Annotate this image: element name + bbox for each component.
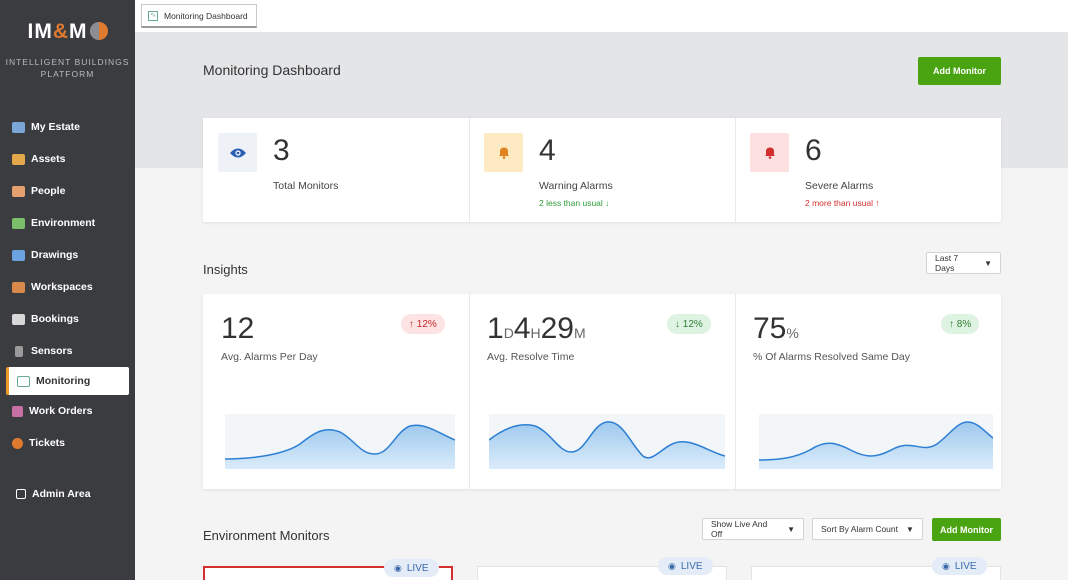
insight-alarms-per-day: 12 Avg. Alarms Per Day ↑ 12% [203,294,469,489]
change-badge: ↑ 8% [941,314,980,334]
monitor-icon: ∿ [148,10,158,21]
people-icon [12,185,25,197]
logo-mark-icon [89,22,108,40]
sidebar-item-people[interactable]: People [0,175,135,207]
sidebar-item-tickets[interactable]: Tickets [0,427,135,459]
sidebar-item-drawings[interactable]: Drawings [0,239,135,271]
divider [469,118,470,222]
sidebar-item-my-estate[interactable]: My Estate [0,111,135,143]
sidebar-item-work-orders[interactable]: Work Orders [0,395,135,427]
stat-severe-alarms: 6 Severe Alarms 2 more than usual ↑ [735,118,1001,222]
insights-card: 12 Avg. Alarms Per Day ↑ 12% 1D4H29M Avg… [203,294,1001,489]
insight-value: 1D4H29M [487,312,586,345]
top-bar: ∿ Monitoring Dashboard [135,0,1068,33]
environment-monitors-title: Environment Monitors [203,528,330,543]
stat-trend: 2 less than usual ↓ [539,198,610,208]
sort-dropdown[interactable]: Sort By Alarm Count ▼ [812,518,923,540]
stat-value: 6 [805,134,822,167]
sensor-icon [15,345,23,357]
sparkline-chart [759,414,993,469]
sidebar-item-bookings[interactable]: Bookings [0,303,135,335]
add-monitor-button[interactable]: Add Monitor [918,57,1001,85]
divider [735,118,736,222]
add-environment-monitor-button[interactable]: Add Monitor [932,518,1001,541]
stat-label: Total Monitors [273,180,339,192]
live-badge: ◉ LIVE [384,559,439,577]
divider [469,294,470,489]
insight-label: % Of Alarms Resolved Same Day [753,351,910,363]
clipboard-icon [12,405,23,417]
eye-icon [218,133,257,172]
caret-down-icon: ▼ [787,524,795,534]
stat-value: 4 [539,134,556,167]
sidebar-item-monitoring[interactable]: Monitoring [6,367,129,395]
sparkline-chart [489,414,725,469]
tab-monitoring-dashboard[interactable]: ∿ Monitoring Dashboard [141,4,257,28]
live-filter-dropdown[interactable]: Show Live And Off ▼ [702,518,804,540]
insight-label: Avg. Resolve Time [487,351,575,363]
bell-icon [750,133,789,172]
insights-title: Insights [203,262,248,277]
monitor-icon [17,375,30,387]
caret-down-icon: ▼ [984,258,992,268]
calendar-icon [12,313,25,325]
sidebar-item-assets[interactable]: Assets [0,143,135,175]
box-icon [12,153,25,165]
stat-label: Warning Alarms [539,180,613,192]
insight-label: Avg. Alarms Per Day [221,351,318,363]
insight-value: 12 [221,312,255,345]
tagline: INTELLIGENT BUILDINGS PLATFORM [5,57,130,79]
insight-value: 75% [753,312,799,345]
insight-resolved-same-day: 75% % Of Alarms Resolved Same Day ↑ 8% [735,294,1001,489]
stat-value: 3 [273,134,290,167]
external-link-icon [16,489,26,499]
insight-resolve-time: 1D4H29M Avg. Resolve Time ↓ 12% [469,294,735,489]
stat-trend: 2 more than usual ↑ [805,198,880,208]
change-badge: ↓ 12% [667,314,711,334]
date-range-dropdown[interactable]: Last 7 Days ▼ [926,252,1001,274]
page-title: Monitoring Dashboard [203,62,341,78]
sidebar-item-admin-area[interactable]: Admin Area [0,478,135,510]
change-badge: ↑ 12% [401,314,445,334]
sidebar: IM&M INTELLIGENT BUILDINGS PLATFORM My E… [0,0,135,580]
drawing-icon [12,249,25,261]
stats-card: 3 Total Monitors 4 Warning Alarms 2 less… [203,118,1001,222]
eye-icon: ◉ [394,562,402,573]
app-logo[interactable]: IM&M [0,20,135,44]
sidebar-nav: My Estate Assets People Environment Draw… [0,111,135,459]
sidebar-item-sensors[interactable]: Sensors [0,335,135,367]
sidebar-item-workspaces[interactable]: Workspaces [0,271,135,303]
stat-total-monitors: 3 Total Monitors [203,118,469,222]
live-badge: ◉ LIVE [932,557,987,575]
sidebar-item-environment[interactable]: Environment [0,207,135,239]
live-badge: ◉ LIVE [658,557,713,575]
eye-icon: ◉ [668,560,676,571]
building-icon [12,121,25,133]
divider [735,294,736,489]
desk-icon [12,281,25,293]
caret-down-icon: ▼ [906,524,914,534]
sparkline-chart [225,414,455,469]
ticket-icon [12,437,23,449]
bell-icon [484,133,523,172]
eye-icon: ◉ [942,560,950,571]
leaf-icon [12,217,25,229]
stat-label: Severe Alarms [805,180,874,192]
stat-warning-alarms: 4 Warning Alarms 2 less than usual ↓ [469,118,735,222]
